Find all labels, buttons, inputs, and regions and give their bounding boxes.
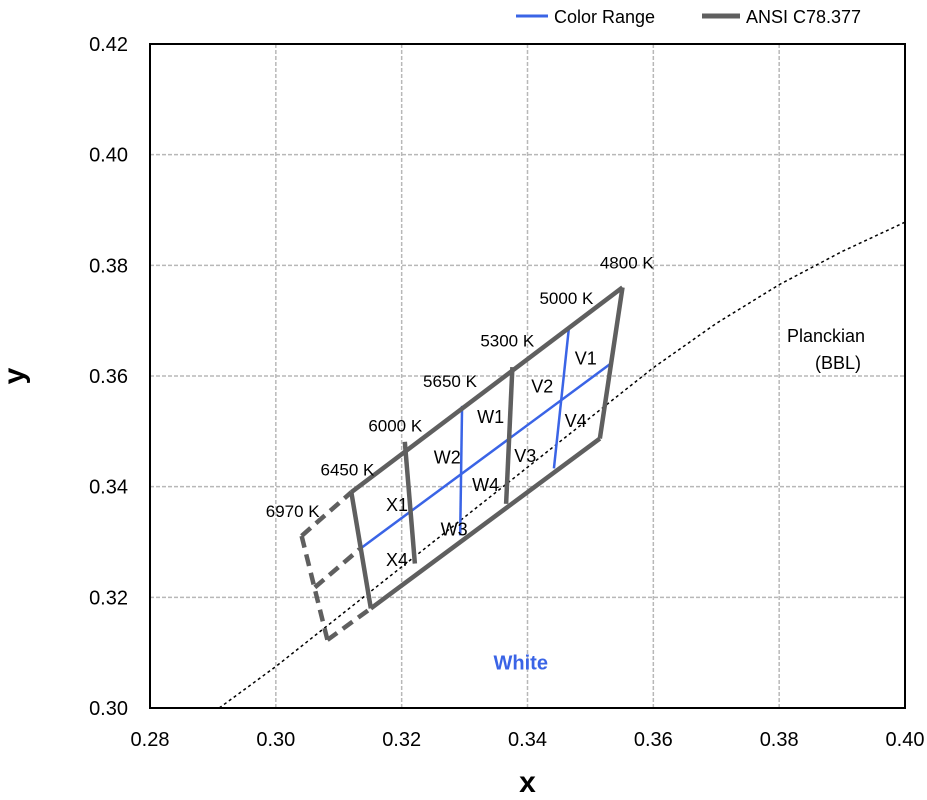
cct-label: 5300 K [480, 332, 535, 351]
data-series: Planckian (BBL) 4800 K 5000 K 5300 K 5650 K 60… [218, 221, 906, 709]
bin-label: V4 [565, 411, 587, 431]
ansi-dashed-bottom [326, 606, 373, 642]
legend-label-ansi: ANSI C78.377 [746, 7, 861, 27]
bin-label: W1 [477, 407, 504, 427]
ansi-dashed-top [300, 490, 353, 538]
bin-label: W3 [441, 519, 468, 539]
x-tick-label: 0.38 [760, 729, 799, 751]
cct-label: 6450 K [321, 461, 376, 480]
bin-label: W2 [434, 447, 461, 467]
ansi-dashed-middle [313, 547, 361, 590]
cct-label: 5650 K [423, 372, 478, 391]
color-range-cct-line [458, 405, 464, 536]
legend: Color Range ANSI C78.377 [516, 7, 861, 27]
x-axis-title: x [519, 766, 536, 799]
y-tick-label: 0.40 [89, 145, 128, 167]
x-tick-label: 0.30 [256, 729, 295, 751]
tick-labels: 0.28 0.30 0.32 0.34 0.36 0.38 0.400.300.320.34… [89, 34, 924, 751]
bin-label: X4 [386, 550, 408, 570]
cct-label: 4800 K [600, 254, 655, 273]
planckian-label-sub: (BBL) [815, 353, 861, 373]
y-tick-label: 0.36 [89, 366, 128, 388]
bin-label: V2 [531, 377, 553, 397]
x-tick-label: 0.28 [131, 729, 170, 751]
bin-label: V1 [575, 348, 597, 368]
color-range-center-line [358, 362, 612, 551]
planckian-label: Planckian [787, 326, 865, 346]
cct-label: 6970 K [266, 502, 321, 521]
plot-frame [149, 43, 906, 709]
cct-label: 5000 K [539, 289, 594, 308]
ansi-top-boundary [349, 285, 624, 494]
x-tick-label: 0.34 [508, 729, 547, 751]
color-range-cct-line [552, 326, 571, 469]
ansi-cct-line [503, 367, 515, 504]
ansi-cct-line [597, 287, 625, 439]
bin-label: W4 [472, 475, 499, 495]
y-axis-title: y [0, 367, 31, 384]
white-region-label: White [494, 652, 548, 674]
bin-label: X1 [386, 495, 408, 515]
y-tick-label: 0.30 [89, 698, 128, 720]
y-tick-label: 0.32 [89, 587, 128, 609]
x-tick-label: 0.32 [382, 729, 421, 751]
y-tick-label: 0.42 [89, 34, 128, 56]
bin-label: V3 [514, 446, 536, 466]
y-tick-label: 0.34 [89, 477, 128, 499]
ansi-bottom-boundary [369, 436, 602, 611]
planckian-locus-line [218, 221, 906, 709]
grid-lines [150, 44, 905, 708]
x-tick-label: 0.40 [886, 729, 925, 751]
ansi-cct-line [349, 491, 374, 609]
ansi-cct-line [402, 441, 418, 564]
legend-label-color-range: Color Range [554, 7, 655, 27]
cct-label: 6000 K [368, 416, 423, 435]
x-tick-label: 0.36 [634, 729, 673, 751]
y-tick-label: 0.38 [89, 255, 128, 277]
